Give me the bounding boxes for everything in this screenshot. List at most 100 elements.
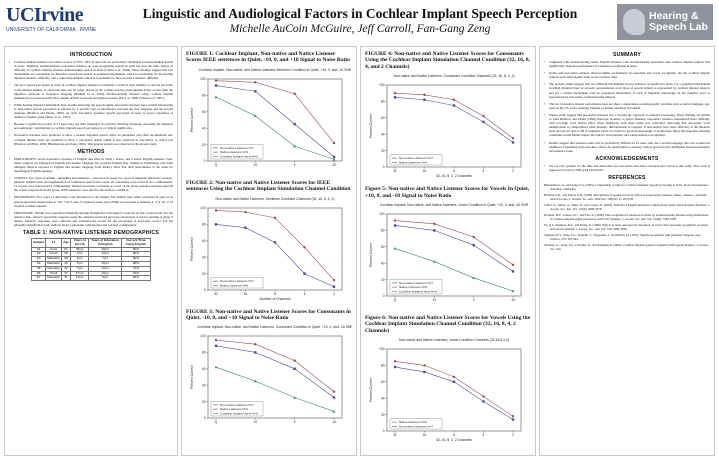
y-tick-label: 100: [379, 83, 385, 87]
x-tick-label: Q: [394, 298, 397, 302]
intro-bullet: While hearing impaired individuals have …: [9, 103, 173, 119]
y-axis-label: Percent Correct: [369, 243, 373, 267]
y-tick-label: 40: [381, 133, 385, 137]
legend-label: Non-native Listeners N=7: [399, 425, 433, 429]
data-point: [244, 226, 247, 229]
legend-box: [389, 418, 443, 430]
reference-item: Fu, Q.J., Shannon, R.V., and Wang, X. (1…: [544, 222, 709, 231]
reference-item: Stickney, G., Zeng, F.G., Litovsky, R., …: [544, 242, 709, 251]
x-tick-label: 32: [214, 292, 218, 296]
data-point: [393, 246, 397, 250]
intro-list: Cochlear implant listeners can achieve s…: [9, 60, 173, 146]
figure-5-title: Figure 5: Non-native and Native Listener…: [365, 186, 530, 199]
x-tick-label: 8: [274, 292, 276, 296]
data-point: [472, 276, 476, 280]
data-point: [303, 272, 306, 275]
summary-bullet: Compared with normal-hearing native Engl…: [544, 60, 710, 68]
x-tick-label: 4: [483, 433, 485, 437]
table-cell: Mandarin: [45, 275, 63, 282]
table-cell: 6yrs: [88, 275, 122, 282]
x-tick-label: -10: [332, 420, 337, 424]
figure-6-chart: Non-native and Native Listeners, Vowel C…: [365, 335, 531, 447]
title-block: Linguistic and Audiological Factors in C…: [100, 6, 620, 36]
y-tick-label: 40: [202, 255, 206, 259]
data-point: [432, 260, 436, 263]
data-point: [273, 240, 277, 244]
data-point: [214, 366, 218, 369]
x-tick-label: 32: [393, 169, 397, 173]
poster-header: UCIrvine UNIVERSITY OF CALIFORNIA · IRVI…: [0, 0, 719, 44]
series-line: [394, 220, 514, 266]
data-point: [393, 360, 397, 363]
x-tick-label: 0: [473, 298, 475, 302]
x-tick-label: 2: [333, 292, 335, 296]
data-point: [393, 366, 397, 369]
data-point: [254, 89, 257, 93]
y-tick-label: 40: [202, 384, 206, 388]
y-tick-label: 80: [202, 222, 206, 226]
y-tick-label: 20: [202, 400, 206, 404]
legend-label: Non-native Listeners N=7: [220, 146, 254, 150]
data-point: [303, 245, 306, 249]
y-tick-label: 60: [381, 116, 385, 120]
table-header-cell: Age: [61, 238, 71, 248]
table-cell: 60%: [120, 275, 152, 282]
summary-bullet: This for 'non-native listener performanc…: [544, 102, 710, 110]
data-point: [254, 343, 257, 346]
y-axis-label: Percent Correct: [369, 378, 373, 402]
data-point: [214, 95, 218, 98]
series-line: [394, 248, 514, 292]
uci-logo-text: UCIrvine: [6, 4, 84, 26]
table-title: TABLE 1: NON-NATIVE LISTENER DEMOGRAPHIC…: [23, 230, 159, 237]
y-axis-label: Percent Correct: [190, 237, 194, 261]
data-point: [214, 222, 218, 226]
summary-list: Compared with normal-hearing native Engl…: [544, 60, 710, 153]
summary-bullet: The present results suggest that two dif…: [544, 82, 710, 98]
data-point: [511, 415, 515, 418]
acknowledgements-title: ACKNOWLEDGEMENTS: [595, 155, 659, 162]
methods-bullet: DISTORTIONS: Two types of distortions we…: [9, 195, 173, 207]
data-point: [452, 375, 456, 379]
legend-box: [210, 277, 264, 288]
uci-logo-subtext: UNIVERSITY OF CALIFORNIA · IRVINE: [6, 27, 97, 33]
table-header-cell: Years in the US: [69, 238, 90, 248]
data-point: [293, 396, 297, 400]
legend-label: Non-native Listeners N=7: [220, 279, 254, 283]
fig4-svg: Non-native and Native Listeners, Consona…: [369, 74, 522, 178]
x-tick-label: 10: [433, 298, 437, 302]
x-tick-label: 4: [304, 292, 306, 296]
data-point: [482, 115, 485, 118]
x-tick-label: 2: [512, 169, 514, 173]
data-point: [214, 208, 218, 212]
data-point: [393, 92, 397, 95]
table-header-cell: Years of Education in English: [88, 238, 122, 248]
x-tick-label: 10: [254, 420, 258, 424]
data-point: [244, 210, 247, 213]
y-tick-label: 0: [383, 294, 385, 298]
data-point: [472, 235, 475, 239]
data-point: [393, 96, 397, 99]
table-cell-subject: S7: [30, 275, 47, 282]
data-point: [482, 400, 485, 403]
figure-1-title: FIGURE 1: Cochlear Implant, Non-native a…: [186, 51, 350, 64]
methods-bullet: STIMULI: Two types of stimuli - phonemes…: [9, 176, 173, 192]
data-point: [332, 396, 336, 400]
figure-2-title: FIGURE 2: Non-native and Native Listener…: [186, 179, 351, 193]
x-tick-label: 32: [393, 433, 397, 437]
x-tick-label: -10: [511, 298, 516, 302]
table-row: S1 Farsi 61 35yrs 18yrs 50%: [30, 246, 152, 253]
x-tick-label: 2: [512, 433, 514, 437]
series-line: [215, 367, 335, 413]
acknowledgements-text: We are very grateful for the time and de…: [544, 164, 710, 172]
lab-logo: Hearing & Speech Lab: [617, 4, 713, 40]
x-tick-label: 16: [423, 433, 427, 437]
data-point: [482, 395, 485, 399]
data-point: [433, 222, 436, 226]
y-tick-label: 60: [202, 239, 206, 243]
y-tick-label: 0: [204, 288, 206, 292]
legend-label: Native Listeners N=6: [220, 283, 248, 287]
summary-bullet: Results suggest that sentence tasks will…: [544, 141, 710, 153]
table-header-cell: Current Time Using English: [120, 238, 152, 248]
legend-label: Native Listeners N=6: [220, 150, 248, 154]
data-point: [452, 380, 456, 384]
